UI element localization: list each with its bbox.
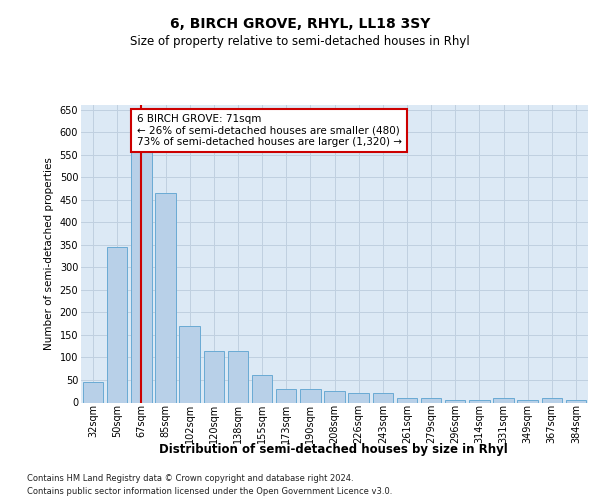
Bar — [397, 398, 417, 402]
Text: Contains public sector information licensed under the Open Government Licence v3: Contains public sector information licen… — [27, 488, 392, 496]
Bar — [107, 247, 127, 402]
Bar — [421, 398, 442, 402]
Bar — [517, 400, 538, 402]
Bar — [252, 376, 272, 402]
Bar — [566, 400, 586, 402]
Text: Size of property relative to semi-detached houses in Rhyl: Size of property relative to semi-detach… — [130, 35, 470, 48]
Bar — [179, 326, 200, 402]
Bar — [542, 398, 562, 402]
Bar — [227, 350, 248, 403]
Text: 6 BIRCH GROVE: 71sqm
← 26% of semi-detached houses are smaller (480)
73% of semi: 6 BIRCH GROVE: 71sqm ← 26% of semi-detac… — [137, 114, 401, 147]
Bar — [493, 398, 514, 402]
Bar — [324, 391, 345, 402]
Bar — [300, 389, 320, 402]
Bar — [83, 382, 103, 402]
Bar — [276, 389, 296, 402]
Bar — [131, 123, 152, 402]
Bar — [445, 400, 466, 402]
Y-axis label: Number of semi-detached properties: Number of semi-detached properties — [44, 158, 54, 350]
Text: Contains HM Land Registry data © Crown copyright and database right 2024.: Contains HM Land Registry data © Crown c… — [27, 474, 353, 483]
Bar — [469, 400, 490, 402]
Bar — [203, 350, 224, 403]
Text: 6, BIRCH GROVE, RHYL, LL18 3SY: 6, BIRCH GROVE, RHYL, LL18 3SY — [170, 18, 430, 32]
Bar — [349, 394, 369, 402]
Bar — [373, 394, 393, 402]
Text: Distribution of semi-detached houses by size in Rhyl: Distribution of semi-detached houses by … — [158, 442, 508, 456]
Bar — [155, 193, 176, 402]
